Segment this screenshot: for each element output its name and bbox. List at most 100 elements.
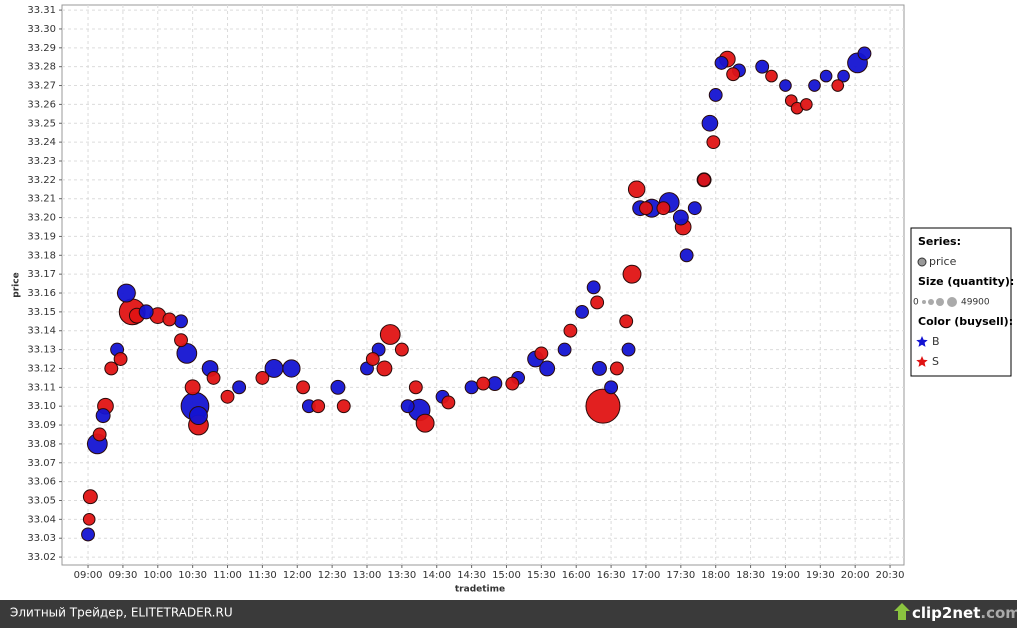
plot-area bbox=[61, 4, 905, 566]
x-tick-label: 16:30 bbox=[597, 570, 626, 581]
bubble bbox=[415, 413, 435, 433]
bubble bbox=[534, 346, 549, 361]
bubble bbox=[857, 46, 872, 61]
x-tick-label: 15:30 bbox=[527, 570, 556, 581]
bubble bbox=[92, 427, 107, 442]
bubble bbox=[95, 408, 111, 424]
y-tick-label: 33.30 bbox=[27, 24, 56, 35]
y-tick-label: 33.13 bbox=[27, 345, 56, 356]
x-tick-label: 20:00 bbox=[841, 570, 870, 581]
legend-symbol bbox=[917, 257, 927, 267]
bubble bbox=[162, 312, 177, 327]
y-tick-label: 33.17 bbox=[27, 269, 56, 280]
logo-icon bbox=[894, 603, 910, 620]
bubble bbox=[619, 314, 634, 329]
y-tick-label: 33.14 bbox=[27, 326, 56, 337]
y-tick-label: 33.15 bbox=[27, 307, 56, 318]
bubble bbox=[726, 67, 741, 82]
bubble bbox=[311, 399, 326, 414]
y-tick-label: 33.27 bbox=[27, 81, 56, 92]
y-tick-label: 33.28 bbox=[27, 62, 56, 73]
x-tick-label: 18:00 bbox=[701, 570, 730, 581]
bubble bbox=[379, 324, 401, 345]
legend-symbol bbox=[936, 298, 944, 306]
legend-label: B bbox=[932, 335, 940, 348]
y-tick-label: 33.31 bbox=[27, 5, 56, 16]
logo: clip2net.com bbox=[912, 604, 1017, 622]
legend-symbol bbox=[928, 299, 934, 305]
bubble bbox=[189, 406, 208, 426]
y-tick-label: 33.05 bbox=[27, 495, 56, 506]
bubble bbox=[296, 380, 311, 395]
bubble bbox=[585, 388, 621, 424]
plot: 33.02 33.03 33.04 33.05 33.06 33.07 33.08 33.09… bbox=[27, 5, 904, 581]
y-tick-label: 33.25 bbox=[27, 118, 56, 129]
y-tick-label: 33.12 bbox=[27, 363, 56, 374]
bubble bbox=[206, 370, 221, 385]
x-tick-label: 13:30 bbox=[387, 570, 416, 581]
bubble bbox=[609, 361, 624, 376]
size-min: 0 bbox=[913, 298, 919, 308]
x-tick-label: 10:00 bbox=[143, 570, 172, 581]
bubble bbox=[138, 304, 154, 320]
bubble bbox=[400, 399, 415, 414]
legend-symbol bbox=[916, 356, 928, 367]
bubble bbox=[800, 98, 813, 111]
bubble bbox=[755, 59, 770, 74]
bubble bbox=[697, 172, 712, 187]
legend-label: S bbox=[932, 355, 939, 368]
legend-symbol bbox=[916, 336, 928, 347]
bubble bbox=[505, 376, 520, 391]
bubble bbox=[81, 527, 95, 542]
x-tick-label: 12:30 bbox=[318, 570, 347, 581]
y-tick-label: 33.10 bbox=[27, 401, 56, 412]
bubble bbox=[539, 360, 556, 377]
legend-box bbox=[910, 227, 1012, 377]
bubble bbox=[592, 360, 607, 376]
bubble bbox=[706, 135, 721, 150]
bubble bbox=[104, 361, 119, 376]
bubble bbox=[779, 79, 792, 92]
logo-suffix: .com bbox=[980, 604, 1017, 622]
bubble bbox=[464, 380, 479, 395]
legend-label: price bbox=[929, 255, 957, 268]
bubble bbox=[627, 180, 646, 199]
bubble bbox=[656, 201, 671, 216]
bubble bbox=[365, 352, 380, 366]
bubble bbox=[232, 380, 247, 395]
y-tick-label: 33.09 bbox=[27, 420, 56, 431]
footer-bar bbox=[0, 600, 1017, 628]
legend-title: Color (buysell): bbox=[918, 315, 1013, 328]
legend-title: Series: bbox=[918, 235, 961, 248]
y-tick-label: 33.22 bbox=[27, 175, 56, 186]
bubble bbox=[714, 55, 729, 70]
bubble bbox=[639, 201, 653, 216]
x-tick-label: 19:30 bbox=[806, 570, 835, 581]
y-tick-label: 33.04 bbox=[27, 514, 56, 525]
x-tick-label: 17:30 bbox=[666, 570, 695, 581]
bubble bbox=[116, 283, 136, 303]
x-tick-label: 14:30 bbox=[457, 570, 486, 581]
y-tick-label: 33.21 bbox=[27, 194, 56, 205]
x-tick-label: 12:00 bbox=[283, 570, 312, 581]
bubble bbox=[604, 380, 619, 395]
y-tick-label: 33.11 bbox=[27, 382, 56, 393]
bubble bbox=[408, 380, 423, 395]
y-tick-label: 33.20 bbox=[27, 213, 56, 224]
bubble bbox=[174, 314, 188, 329]
bubble bbox=[282, 359, 301, 378]
x-tick-label: 18:30 bbox=[736, 570, 765, 581]
bubble bbox=[622, 264, 642, 284]
x-tick-label: 10:30 bbox=[178, 570, 207, 581]
x-tick-label: 15:00 bbox=[492, 570, 521, 581]
bubble bbox=[220, 389, 235, 404]
legend-symbol bbox=[922, 300, 926, 304]
bubble bbox=[672, 209, 689, 226]
bubble bbox=[837, 69, 850, 83]
y-tick-label: 33.16 bbox=[27, 288, 56, 299]
bubble bbox=[336, 399, 351, 414]
legend-symbol bbox=[947, 297, 957, 307]
bubble bbox=[255, 370, 270, 385]
bubble bbox=[808, 79, 821, 92]
bubble bbox=[82, 513, 96, 526]
